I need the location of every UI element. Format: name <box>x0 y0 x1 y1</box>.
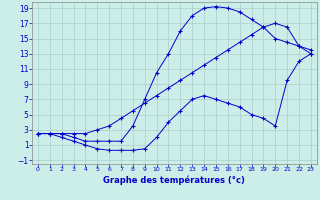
X-axis label: Graphe des températures (°c): Graphe des températures (°c) <box>103 175 245 185</box>
